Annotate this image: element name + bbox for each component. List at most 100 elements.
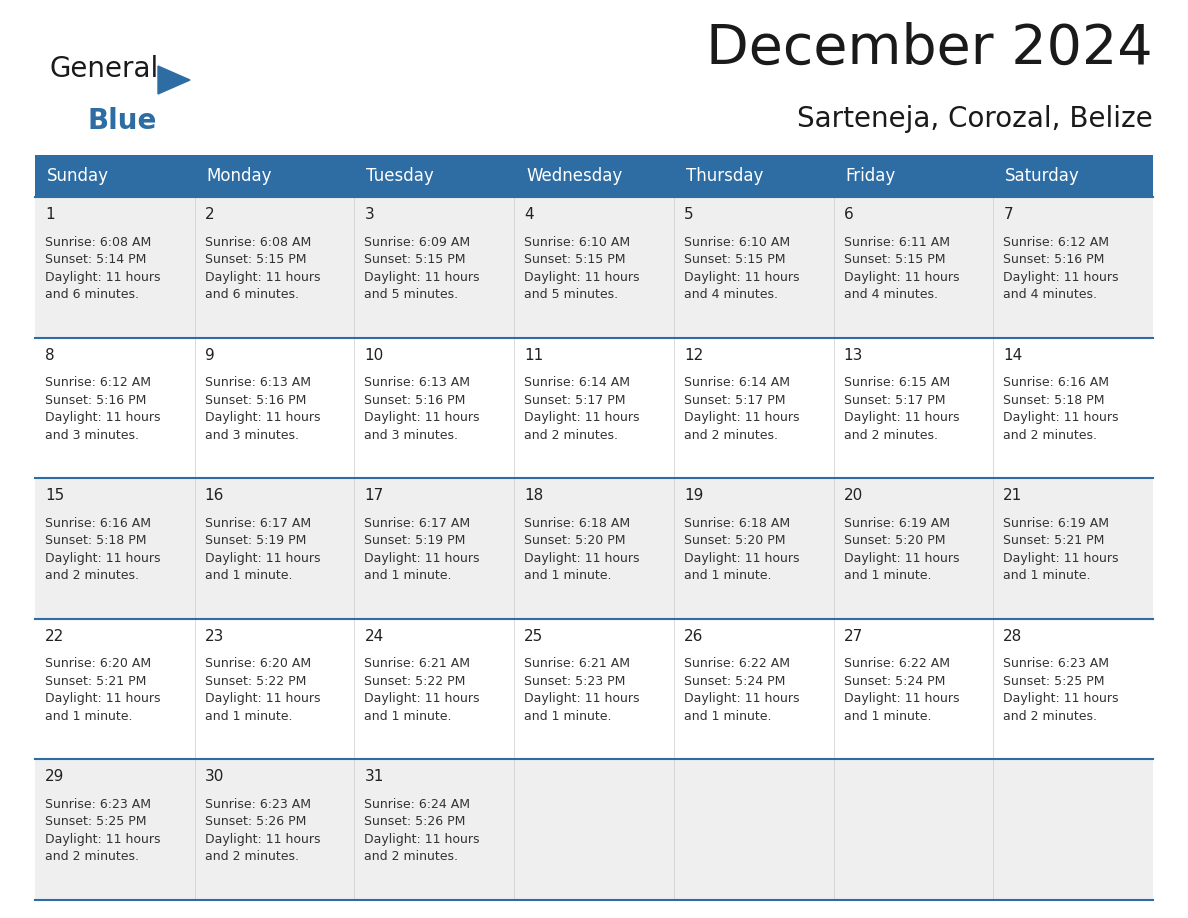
Text: Sunset: 5:21 PM: Sunset: 5:21 PM bbox=[45, 675, 146, 688]
Bar bbox=[34, 338, 1154, 478]
Text: 8: 8 bbox=[45, 348, 55, 363]
Text: and 2 minutes.: and 2 minutes. bbox=[684, 429, 778, 442]
Text: Blue: Blue bbox=[88, 107, 157, 135]
Text: Thursday: Thursday bbox=[685, 167, 763, 185]
Text: and 1 minute.: and 1 minute. bbox=[204, 710, 292, 722]
Text: and 2 minutes.: and 2 minutes. bbox=[204, 850, 298, 864]
Text: and 3 minutes.: and 3 minutes. bbox=[45, 429, 139, 442]
Text: Daylight: 11 hours: Daylight: 11 hours bbox=[1004, 271, 1119, 284]
Text: 3: 3 bbox=[365, 207, 374, 222]
Text: Sunrise: 6:22 AM: Sunrise: 6:22 AM bbox=[684, 657, 790, 670]
Text: 23: 23 bbox=[204, 629, 225, 644]
Text: 7: 7 bbox=[1004, 207, 1013, 222]
Text: 17: 17 bbox=[365, 488, 384, 503]
Text: and 2 minutes.: and 2 minutes. bbox=[843, 429, 937, 442]
Bar bbox=[34, 155, 1154, 197]
Text: and 1 minute.: and 1 minute. bbox=[843, 569, 931, 582]
Text: Sunrise: 6:19 AM: Sunrise: 6:19 AM bbox=[1004, 517, 1110, 530]
Text: Sunrise: 6:14 AM: Sunrise: 6:14 AM bbox=[524, 376, 630, 389]
Text: and 6 minutes.: and 6 minutes. bbox=[45, 288, 139, 301]
Text: Sunset: 5:18 PM: Sunset: 5:18 PM bbox=[1004, 394, 1105, 407]
Text: and 5 minutes.: and 5 minutes. bbox=[365, 288, 459, 301]
Text: Sunset: 5:19 PM: Sunset: 5:19 PM bbox=[365, 534, 466, 547]
Text: 12: 12 bbox=[684, 348, 703, 363]
Text: Daylight: 11 hours: Daylight: 11 hours bbox=[365, 833, 480, 845]
Text: Sunset: 5:21 PM: Sunset: 5:21 PM bbox=[1004, 534, 1105, 547]
Bar bbox=[34, 759, 1154, 900]
Text: 11: 11 bbox=[524, 348, 543, 363]
Text: Sunrise: 6:20 AM: Sunrise: 6:20 AM bbox=[45, 657, 151, 670]
Text: Daylight: 11 hours: Daylight: 11 hours bbox=[204, 692, 321, 705]
Text: Daylight: 11 hours: Daylight: 11 hours bbox=[204, 833, 321, 845]
Text: Sunrise: 6:10 AM: Sunrise: 6:10 AM bbox=[684, 236, 790, 249]
Text: Daylight: 11 hours: Daylight: 11 hours bbox=[45, 833, 160, 845]
Text: and 4 minutes.: and 4 minutes. bbox=[1004, 288, 1098, 301]
Text: and 1 minute.: and 1 minute. bbox=[524, 710, 612, 722]
Text: Sunset: 5:15 PM: Sunset: 5:15 PM bbox=[204, 253, 307, 266]
Text: 16: 16 bbox=[204, 488, 225, 503]
Text: Sunrise: 6:17 AM: Sunrise: 6:17 AM bbox=[365, 517, 470, 530]
Text: 2: 2 bbox=[204, 207, 214, 222]
Text: Sunrise: 6:08 AM: Sunrise: 6:08 AM bbox=[204, 236, 311, 249]
Text: Sunrise: 6:15 AM: Sunrise: 6:15 AM bbox=[843, 376, 949, 389]
Text: Sunrise: 6:10 AM: Sunrise: 6:10 AM bbox=[524, 236, 631, 249]
Text: and 1 minute.: and 1 minute. bbox=[204, 569, 292, 582]
Text: Sunrise: 6:18 AM: Sunrise: 6:18 AM bbox=[684, 517, 790, 530]
Text: Daylight: 11 hours: Daylight: 11 hours bbox=[45, 692, 160, 705]
Text: and 4 minutes.: and 4 minutes. bbox=[684, 288, 778, 301]
Text: Sunrise: 6:12 AM: Sunrise: 6:12 AM bbox=[1004, 236, 1110, 249]
Text: Sunset: 5:26 PM: Sunset: 5:26 PM bbox=[204, 815, 307, 828]
Text: and 1 minute.: and 1 minute. bbox=[843, 710, 931, 722]
Text: Sunset: 5:16 PM: Sunset: 5:16 PM bbox=[204, 394, 307, 407]
Text: Daylight: 11 hours: Daylight: 11 hours bbox=[204, 271, 321, 284]
Text: Monday: Monday bbox=[207, 167, 272, 185]
Text: Daylight: 11 hours: Daylight: 11 hours bbox=[684, 692, 800, 705]
Text: 27: 27 bbox=[843, 629, 862, 644]
Text: Tuesday: Tuesday bbox=[366, 167, 434, 185]
Text: 19: 19 bbox=[684, 488, 703, 503]
Text: 6: 6 bbox=[843, 207, 853, 222]
Text: Sunrise: 6:24 AM: Sunrise: 6:24 AM bbox=[365, 798, 470, 811]
Text: 1: 1 bbox=[45, 207, 55, 222]
Text: Sunset: 5:20 PM: Sunset: 5:20 PM bbox=[684, 534, 785, 547]
Text: Sunset: 5:15 PM: Sunset: 5:15 PM bbox=[843, 253, 946, 266]
Text: 15: 15 bbox=[45, 488, 64, 503]
Text: Sunrise: 6:14 AM: Sunrise: 6:14 AM bbox=[684, 376, 790, 389]
Text: and 1 minute.: and 1 minute. bbox=[365, 710, 451, 722]
Text: Daylight: 11 hours: Daylight: 11 hours bbox=[1004, 552, 1119, 565]
Bar bbox=[34, 619, 1154, 759]
Text: Sunrise: 6:11 AM: Sunrise: 6:11 AM bbox=[843, 236, 949, 249]
Text: Sunrise: 6:13 AM: Sunrise: 6:13 AM bbox=[204, 376, 311, 389]
Text: and 4 minutes.: and 4 minutes. bbox=[843, 288, 937, 301]
Text: 29: 29 bbox=[45, 769, 64, 784]
Text: Daylight: 11 hours: Daylight: 11 hours bbox=[45, 271, 160, 284]
Text: Sunrise: 6:19 AM: Sunrise: 6:19 AM bbox=[843, 517, 949, 530]
Text: Sunrise: 6:12 AM: Sunrise: 6:12 AM bbox=[45, 376, 151, 389]
Text: 22: 22 bbox=[45, 629, 64, 644]
Text: Sunset: 5:17 PM: Sunset: 5:17 PM bbox=[843, 394, 946, 407]
Text: Sunset: 5:24 PM: Sunset: 5:24 PM bbox=[684, 675, 785, 688]
Text: Daylight: 11 hours: Daylight: 11 hours bbox=[365, 271, 480, 284]
Text: Daylight: 11 hours: Daylight: 11 hours bbox=[843, 552, 959, 565]
Text: Sunrise: 6:23 AM: Sunrise: 6:23 AM bbox=[45, 798, 151, 811]
Text: Sunset: 5:16 PM: Sunset: 5:16 PM bbox=[45, 394, 146, 407]
Text: Daylight: 11 hours: Daylight: 11 hours bbox=[365, 552, 480, 565]
Text: and 1 minute.: and 1 minute. bbox=[45, 710, 133, 722]
Text: Sunset: 5:25 PM: Sunset: 5:25 PM bbox=[1004, 675, 1105, 688]
Text: Sunrise: 6:23 AM: Sunrise: 6:23 AM bbox=[1004, 657, 1110, 670]
Text: 10: 10 bbox=[365, 348, 384, 363]
Text: Daylight: 11 hours: Daylight: 11 hours bbox=[684, 552, 800, 565]
Text: 5: 5 bbox=[684, 207, 694, 222]
Text: Sunrise: 6:21 AM: Sunrise: 6:21 AM bbox=[365, 657, 470, 670]
Text: Sunset: 5:18 PM: Sunset: 5:18 PM bbox=[45, 534, 146, 547]
Text: Daylight: 11 hours: Daylight: 11 hours bbox=[365, 692, 480, 705]
Text: and 5 minutes.: and 5 minutes. bbox=[524, 288, 618, 301]
Text: Sunset: 5:26 PM: Sunset: 5:26 PM bbox=[365, 815, 466, 828]
Text: Sunset: 5:16 PM: Sunset: 5:16 PM bbox=[365, 394, 466, 407]
Text: and 2 minutes.: and 2 minutes. bbox=[45, 850, 139, 864]
Text: 28: 28 bbox=[1004, 629, 1023, 644]
Text: Sunrise: 6:08 AM: Sunrise: 6:08 AM bbox=[45, 236, 151, 249]
Polygon shape bbox=[158, 66, 190, 94]
Text: Daylight: 11 hours: Daylight: 11 hours bbox=[1004, 411, 1119, 424]
Text: Daylight: 11 hours: Daylight: 11 hours bbox=[524, 271, 639, 284]
